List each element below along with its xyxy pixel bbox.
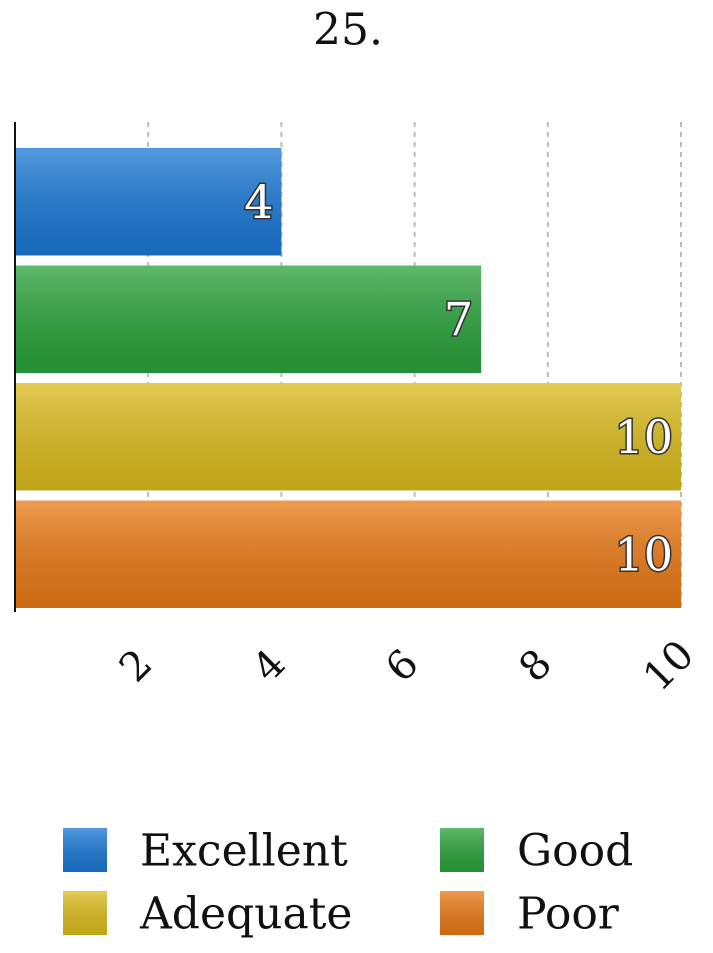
value-label: 7 [444, 292, 473, 346]
value-label: 10 [614, 527, 673, 581]
x-tick-label: 4 [244, 641, 295, 692]
value-label: 10 [614, 410, 673, 464]
legend-swatch-shade [63, 828, 107, 872]
legend-swatch-shade [63, 891, 107, 935]
legend-label: Adequate [139, 889, 352, 940]
bar-shade [15, 383, 681, 491]
value-label: 4 [244, 175, 273, 229]
bar-shade [15, 265, 482, 373]
x-tick-label: 8 [510, 641, 561, 692]
legend-label: Good [517, 826, 633, 877]
chart-title: 25. [313, 5, 383, 56]
legend-label: Excellent [140, 826, 348, 877]
legend-label: Poor [517, 889, 620, 940]
x-tick-label: 2 [111, 641, 162, 692]
bar-shade [15, 148, 282, 256]
legend-swatch-shade [440, 828, 484, 872]
legend-swatch-shade [440, 891, 484, 935]
bar-shade [15, 500, 681, 608]
x-tick-label: 6 [377, 641, 428, 692]
x-tick-label: 10 [635, 632, 704, 701]
